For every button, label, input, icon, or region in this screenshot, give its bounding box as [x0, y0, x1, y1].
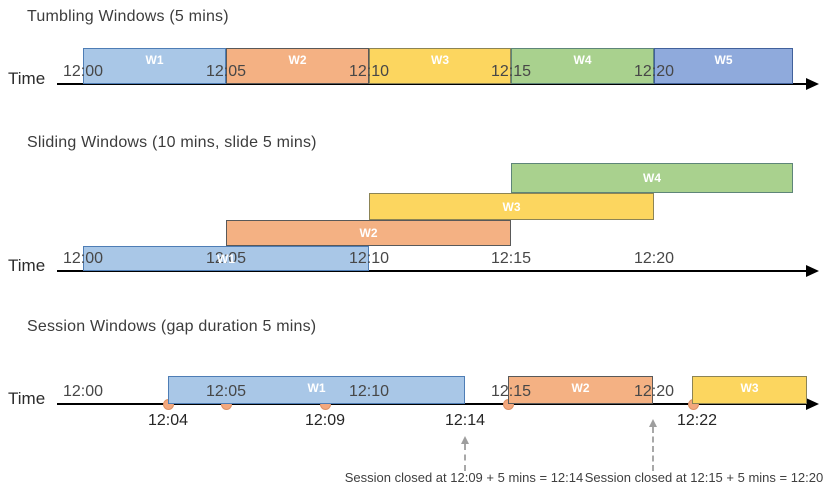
- window-label: W2: [359, 226, 378, 240]
- window-label: W3: [740, 381, 759, 395]
- window-bar-session-w2: [508, 376, 653, 404]
- event-time-label: 12:09: [304, 412, 346, 429]
- window-label: W2: [571, 381, 590, 395]
- window-label: W2: [288, 53, 307, 67]
- tick-label: 12:05: [205, 250, 247, 267]
- tick-label: 12:00: [62, 63, 104, 80]
- window-bar-tumbling-w4: [511, 48, 654, 84]
- tick-label: 12:20: [633, 63, 675, 80]
- axis-arrowhead-icon: [806, 398, 819, 410]
- window-bar-tumbling-w3: [369, 48, 511, 84]
- window-label: W3: [431, 53, 449, 67]
- window-label: W4: [573, 53, 592, 67]
- window-bar-sliding-w4: [511, 163, 793, 193]
- window-bar-session-w1: [168, 376, 465, 404]
- axis-arrowhead-icon: [806, 265, 819, 277]
- session-close-arrow-stem: [464, 444, 466, 471]
- window-bar-tumbling-w5: [654, 48, 793, 84]
- window-bar-sliding-w2: [226, 220, 511, 246]
- time-axis-line: [57, 270, 808, 272]
- session-close-arrow-icon: [461, 436, 469, 444]
- window-bar-session-w3: [692, 376, 807, 404]
- tick-label: 12:20: [633, 250, 675, 267]
- section-title-tumbling: Tumbling Windows (5 mins): [27, 8, 229, 25]
- tick-label: 12:15: [490, 250, 532, 267]
- tick-label: 12:10: [348, 63, 390, 80]
- event-time-label: 12:04: [147, 412, 189, 429]
- window-label: W1: [217, 251, 235, 266]
- tick-label: 12:20: [633, 383, 675, 400]
- window-label: W3: [502, 199, 521, 214]
- window-label: W4: [643, 171, 661, 185]
- section-title-sliding: Sliding Windows (10 mins, slide 5 mins): [27, 134, 317, 151]
- time-axis-label: Time: [8, 256, 46, 275]
- tick-label: 12:00: [62, 383, 104, 400]
- event-time-label: 12:14: [444, 412, 486, 429]
- time-axis-line: [57, 83, 808, 85]
- time-axis-line: [57, 403, 808, 405]
- window-bar-sliding-w1: [83, 246, 369, 271]
- window-bar-tumbling-w1: [83, 48, 226, 84]
- tick-label: 12:10: [348, 250, 390, 267]
- tick-label: 12:15: [490, 63, 532, 80]
- session-close-note: Session closed at 12:09 + 5 mins = 12:14: [344, 470, 584, 485]
- time-axis-label: Time: [8, 389, 46, 408]
- window-bar-tumbling-w2: [226, 48, 369, 84]
- session-close-arrow-stem: [652, 427, 654, 471]
- section-title-session: Session Windows (gap duration 5 mins): [27, 318, 317, 335]
- window-label: W1: [145, 53, 164, 67]
- window-label: W1: [307, 381, 326, 395]
- session-close-note: Session closed at 12:15 + 5 mins = 12:20: [584, 470, 824, 485]
- tick-label: 12:05: [205, 383, 247, 400]
- window-label: W5: [714, 53, 733, 67]
- session-close-arrow-icon: [649, 419, 657, 427]
- tick-label: 12:15: [490, 383, 532, 400]
- axis-arrowhead-icon: [806, 78, 819, 90]
- tick-label: 12:00: [62, 250, 104, 267]
- event-time-label: 12:22: [676, 412, 718, 429]
- tick-label: 12:05: [205, 63, 247, 80]
- tick-label: 12:10: [348, 383, 390, 400]
- time-axis-label: Time: [8, 69, 46, 88]
- window-bar-sliding-w3: [369, 193, 654, 220]
